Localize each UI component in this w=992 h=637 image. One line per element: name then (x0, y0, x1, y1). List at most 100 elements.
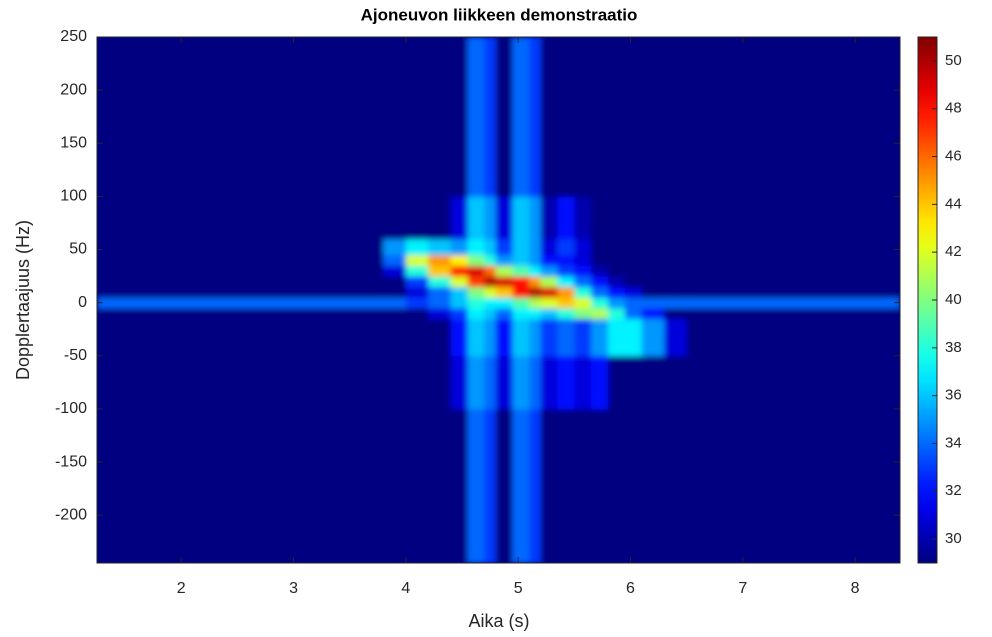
heatmap-cell (428, 297, 452, 309)
heatmap-cell (624, 286, 643, 298)
heatmap-cell (97, 355, 384, 410)
heatmap-cell (557, 408, 575, 563)
heatmap-cell (383, 286, 407, 298)
heatmap-cell (495, 238, 514, 256)
heatmap-cell (529, 286, 542, 298)
heatmap-cell (574, 286, 592, 298)
heatmap-cell (686, 37, 900, 197)
heatmap-cell (540, 297, 558, 309)
heatmap-cell (641, 408, 665, 563)
heatmap-cell (540, 307, 558, 320)
heatmap-cell (467, 196, 485, 240)
heatmap-cell (529, 307, 542, 320)
colorbar-tick-label: 42 (945, 243, 962, 260)
heatmap-cell (540, 318, 558, 357)
heatmap-cell (624, 196, 643, 240)
heatmap-cell (467, 254, 485, 266)
heatmap-cell (664, 286, 688, 298)
heatmap-cell (529, 196, 542, 240)
heatmap-cell (641, 254, 665, 266)
heatmap-cell (664, 297, 688, 309)
heatmap-cell (574, 265, 592, 277)
heatmap-cell (641, 286, 665, 298)
heatmap-cell (557, 355, 575, 410)
heatmap-cell (383, 196, 407, 240)
heatmap-cell (686, 307, 900, 320)
heatmap-cell (686, 265, 900, 277)
heatmap-cell (405, 318, 429, 357)
heatmap-cell (484, 408, 497, 563)
x-tick-label: 5 (514, 580, 523, 597)
x-tick-label: 2 (177, 580, 186, 597)
heatmap-cell (664, 307, 688, 320)
heatmap-cell (383, 355, 407, 410)
heatmap-cell (624, 265, 643, 277)
heatmap-cell (686, 238, 900, 256)
heatmap-cell (641, 297, 665, 309)
heatmap-cell (495, 254, 514, 266)
colorbar-tick-label: 44 (945, 195, 962, 212)
heatmap-cell (591, 318, 609, 357)
colorbar-tick-label: 36 (945, 387, 962, 404)
heatmap-cell (467, 37, 485, 197)
heatmap-cell (624, 307, 643, 320)
heatmap-cell (664, 37, 688, 197)
heatmap-cell (591, 355, 609, 410)
colorbar-tick-label: 40 (945, 291, 962, 308)
heatmap-cell (512, 286, 530, 298)
heatmap-cell (450, 238, 469, 256)
heatmap-cell (664, 318, 688, 357)
heatmap-cell (450, 408, 469, 563)
heatmap-cell (405, 297, 429, 309)
x-tick-label: 8 (851, 580, 860, 597)
heatmap-cell (512, 254, 530, 266)
heatmap-cell (450, 254, 469, 266)
heatmap-cell (512, 265, 530, 277)
heatmap-cell (641, 276, 665, 288)
heatmap-cell (450, 286, 469, 298)
heatmap-cell (557, 286, 575, 298)
y-tick-label: 100 (60, 188, 87, 205)
x-tick-label: 3 (289, 580, 298, 597)
heatmap-cell (495, 297, 514, 309)
heatmap-cell (484, 355, 497, 410)
heatmap-cell (591, 238, 609, 256)
heatmap-cell (641, 238, 665, 256)
heatmap-cell (383, 307, 407, 320)
heatmap-cell (97, 318, 384, 357)
heatmap-cell (405, 265, 429, 277)
heatmap-cell (484, 286, 497, 298)
heatmap-cell (591, 276, 609, 288)
heatmap-cell (641, 265, 665, 277)
heatmap-cell (495, 286, 514, 298)
heatmap-cell (529, 254, 542, 266)
heatmap-cell (450, 307, 469, 320)
heatmap-cell (383, 408, 407, 563)
heatmap-cell (574, 297, 592, 309)
heatmap-cell (529, 276, 542, 288)
heatmap-cell (383, 276, 407, 288)
heatmap-cell (591, 286, 609, 298)
heatmap-cell (512, 276, 530, 288)
heatmap-cell (574, 254, 592, 266)
heatmap-cell (641, 37, 665, 197)
heatmap-cell (540, 196, 558, 240)
y-tick-label: -150 (55, 453, 87, 470)
heatmap-cell (624, 238, 643, 256)
heatmap-cell (686, 254, 900, 266)
heatmap-cell (557, 318, 575, 357)
heatmap-cell (428, 355, 452, 410)
heatmap-cell (641, 307, 665, 320)
y-tick-label: 50 (69, 241, 87, 258)
chart-title: Ajoneuvon liikkeen demonstraatio (361, 5, 638, 24)
heatmap-cell (428, 37, 452, 197)
heatmap-cell (540, 238, 558, 256)
heatmap-cell (97, 307, 384, 320)
heatmap-cell (405, 408, 429, 563)
heatmap-cell (428, 408, 452, 563)
heatmap-cell (495, 37, 514, 197)
heatmap-cell (574, 276, 592, 288)
heatmap-cell (529, 265, 542, 277)
heatmap-cell (428, 196, 452, 240)
heatmap-cell (405, 307, 429, 320)
